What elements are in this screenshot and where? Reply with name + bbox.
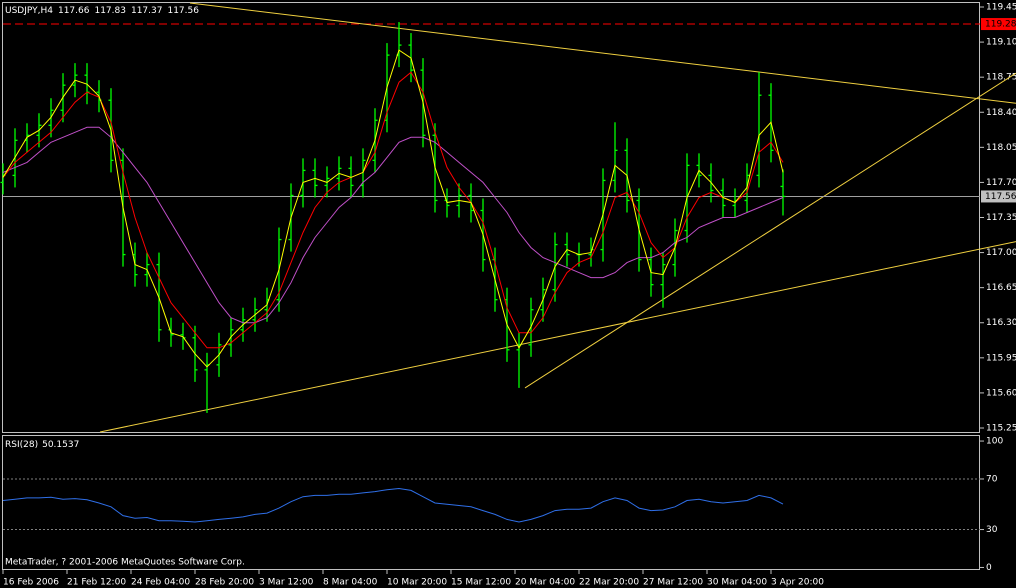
- x-tick-label: 8 Mar 04:00: [323, 578, 378, 588]
- level-tag: [981, 18, 1016, 31]
- indicator-name: RSI(28): [5, 440, 38, 450]
- y-tick-label: 116.65: [986, 283, 1016, 293]
- x-tick-label: 21 Feb 12:00: [67, 578, 126, 588]
- indicator-line: [2, 49, 784, 368]
- y-tick-label: 117.35: [986, 213, 1016, 223]
- price-tag: [981, 190, 1016, 203]
- y-tick-label: 117.70: [986, 178, 1016, 188]
- y-tick-label: 118.75: [986, 73, 1016, 83]
- level-tag-label: 119.28: [985, 20, 1016, 30]
- y-tick-label: 70: [986, 474, 998, 484]
- indicator-line: [2, 126, 784, 324]
- x-tick-label: 20 Mar 04:00: [515, 578, 575, 588]
- chart-header: USDJPY,H4 117.66 117.83 117.37 117.56: [5, 6, 199, 16]
- y-tick-label: 30: [986, 525, 998, 535]
- main-panel-frame: [2, 2, 980, 433]
- last-open: 117.66: [58, 6, 90, 16]
- x-tick-label: 22 Mar 20:00: [579, 578, 639, 588]
- y-tick-label: 100: [986, 437, 1003, 447]
- x-tick-label: 3 Mar 12:00: [259, 578, 314, 588]
- y-tick-label: 118.05: [986, 143, 1016, 153]
- y-tick-label: 0: [986, 563, 992, 573]
- x-tick-label: 28 Feb 20:00: [195, 578, 254, 588]
- y-tick-label: 115.60: [986, 388, 1016, 398]
- price-tag-label: 117.56: [985, 192, 1016, 202]
- trend-line: [524, 72, 1016, 389]
- last-close: 117.56: [167, 6, 199, 16]
- indicator-line: [2, 71, 784, 349]
- x-tick-label: 24 Feb 04:00: [131, 578, 190, 588]
- y-tick-label: 118.40: [986, 108, 1016, 118]
- symbol: USDJPY,H4: [5, 6, 53, 16]
- y-tick-label: 115.95: [986, 353, 1016, 363]
- x-tick-label: 15 Mar 12:00: [451, 578, 511, 588]
- x-tick-label: 30 Mar 04:00: [707, 578, 767, 588]
- x-tick-label: 10 Mar 20:00: [387, 578, 447, 588]
- y-tick-label: 116.30: [986, 318, 1016, 328]
- last-high: 117.83: [94, 6, 126, 16]
- y-tick-label: 119.10: [986, 38, 1016, 48]
- indicator-value: 50.1537: [42, 440, 79, 450]
- trend-line: [189, 2, 1016, 104]
- y-tick-label: 115.25: [986, 423, 1016, 433]
- y-tick-label: 119.45: [986, 3, 1016, 13]
- y-tick-label: 117.00: [986, 248, 1016, 258]
- indicator-header: RSI(28) 50.1537: [5, 440, 79, 450]
- x-tick-label: 3 Apr 20:00: [771, 578, 824, 588]
- rsi-panel-frame: [2, 435, 980, 570]
- x-tick-label: 27 Mar 12:00: [643, 578, 703, 588]
- indicator-line: [2, 487, 784, 523]
- last-low: 117.37: [131, 6, 163, 16]
- x-tick-label: 16 Feb 2006: [3, 578, 59, 588]
- trend-line: [99, 241, 1016, 433]
- footer: MetaTrader, ? 2001-2006 MetaQuotes Softw…: [5, 558, 245, 568]
